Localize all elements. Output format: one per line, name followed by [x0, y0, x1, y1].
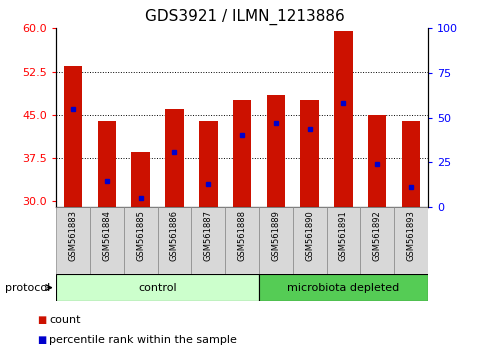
Bar — [191, 207, 224, 274]
Bar — [232, 101, 251, 207]
Text: ■: ■ — [37, 335, 46, 345]
Text: control: control — [138, 282, 177, 293]
Bar — [90, 207, 123, 274]
Text: GSM561887: GSM561887 — [203, 210, 212, 262]
Bar — [259, 274, 427, 301]
Text: GSM561891: GSM561891 — [338, 210, 347, 261]
Text: ■: ■ — [37, 315, 46, 325]
Bar — [393, 207, 427, 274]
Bar — [259, 207, 292, 274]
Text: GSM561890: GSM561890 — [305, 210, 313, 261]
Text: GSM561884: GSM561884 — [102, 210, 111, 261]
Bar — [56, 274, 259, 301]
Bar — [367, 115, 386, 207]
Bar — [199, 121, 217, 207]
Text: GSM561885: GSM561885 — [136, 210, 145, 261]
Text: GSM561892: GSM561892 — [372, 210, 381, 261]
Bar — [333, 31, 352, 207]
Bar — [224, 207, 259, 274]
Bar — [56, 207, 90, 274]
Bar — [64, 66, 82, 207]
Bar — [157, 207, 191, 274]
Text: GDS3921 / ILMN_1213886: GDS3921 / ILMN_1213886 — [144, 9, 344, 25]
Text: GSM561889: GSM561889 — [271, 210, 280, 261]
Text: GSM561883: GSM561883 — [68, 210, 78, 262]
Text: GSM561893: GSM561893 — [406, 210, 415, 261]
Text: count: count — [49, 315, 80, 325]
Bar — [300, 101, 318, 207]
Bar — [326, 207, 360, 274]
Text: GSM561886: GSM561886 — [170, 210, 179, 262]
Bar — [401, 121, 419, 207]
Bar — [123, 207, 157, 274]
Bar — [266, 95, 285, 207]
Text: percentile rank within the sample: percentile rank within the sample — [49, 335, 236, 345]
Bar — [292, 207, 326, 274]
Bar — [131, 152, 150, 207]
Text: microbiota depleted: microbiota depleted — [286, 282, 399, 293]
Bar — [165, 109, 183, 207]
Bar — [98, 121, 116, 207]
Text: protocol: protocol — [5, 282, 50, 293]
Bar — [360, 207, 393, 274]
Text: GSM561888: GSM561888 — [237, 210, 246, 262]
